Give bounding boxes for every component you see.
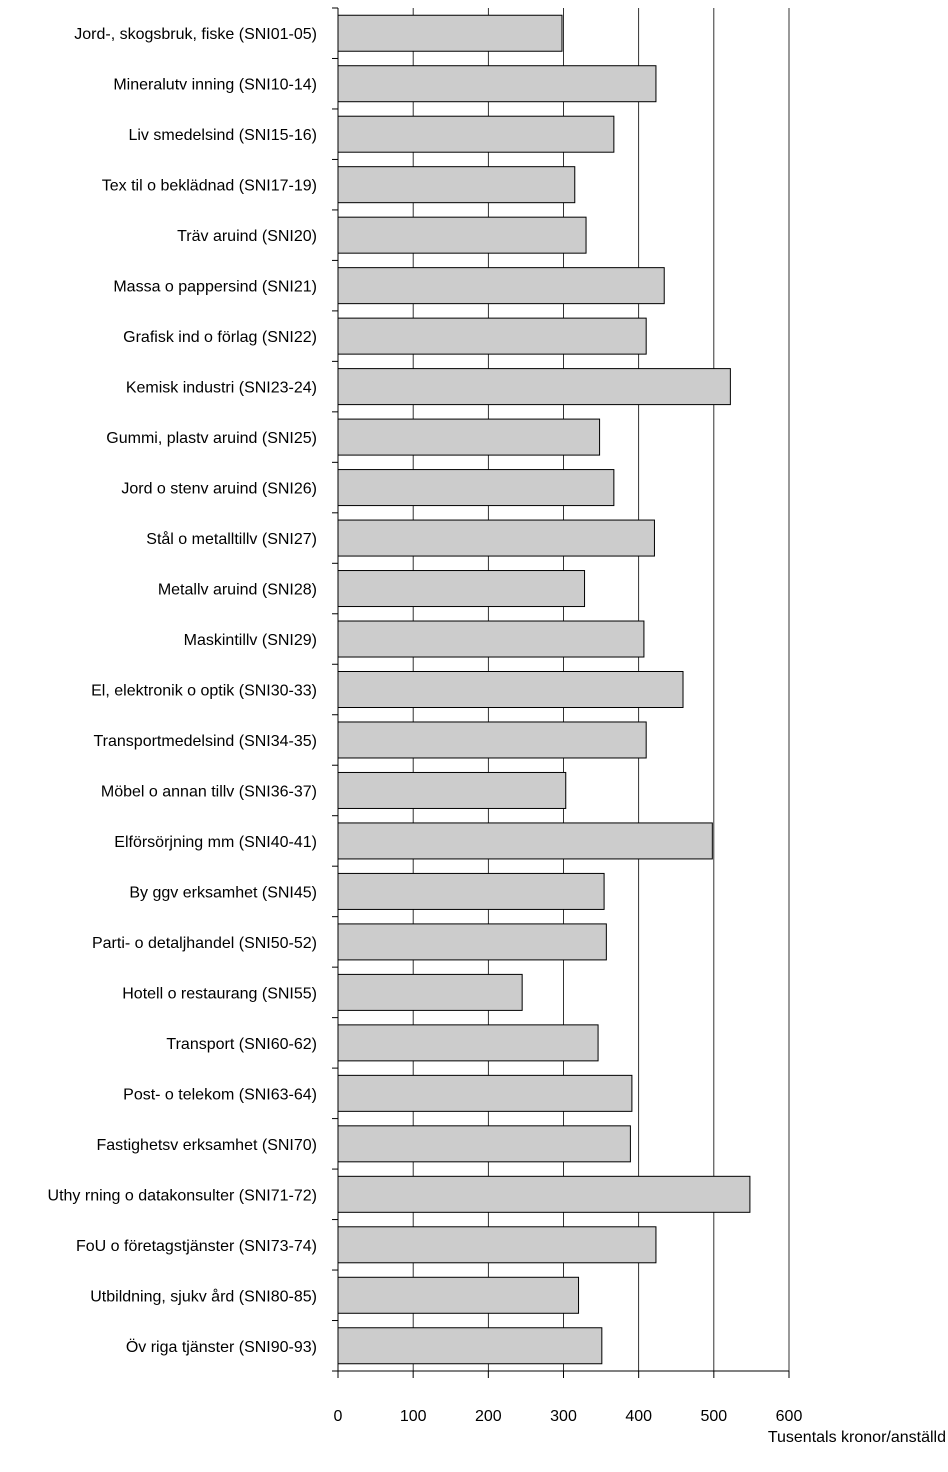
bar: [337, 1024, 599, 1062]
x-tick-label: 0: [334, 1408, 343, 1425]
category-label: Massa o pappersind (SNI21): [113, 279, 317, 296]
bar: [337, 368, 731, 406]
category-label: Uthy rning o datakonsulter (SNI71-72): [48, 1187, 317, 1204]
x-tick-label: 300: [550, 1408, 577, 1425]
category-label: Post- o telekom (SNI63-64): [123, 1086, 317, 1103]
bar: [337, 923, 607, 961]
category-label: Transportmedelsind (SNI34-35): [94, 733, 318, 750]
category-label: Jord o stenv aruind (SNI26): [121, 481, 317, 498]
category-label: Metallv aruind (SNI28): [158, 582, 317, 599]
category-label: Transport (SNI60-62): [166, 1036, 317, 1053]
bar: [337, 14, 563, 52]
bar: [337, 822, 713, 860]
bar: [337, 1226, 657, 1264]
bar: [337, 418, 601, 456]
x-tick-label: 500: [700, 1408, 727, 1425]
bar: [337, 65, 657, 103]
bar: [337, 671, 684, 708]
bar: [337, 1175, 751, 1213]
x-axis-title: Tusentals kronor/anställd: [768, 1429, 946, 1446]
category-label: Öv riga tjänster (SNI90-93): [126, 1338, 317, 1356]
category-label: Parti- o detaljhandel (SNI50-52): [92, 935, 317, 952]
category-label: Träv aruind (SNI20): [177, 228, 317, 245]
x-tick-label: 400: [625, 1408, 652, 1425]
category-label: By ggv erksamhet (SNI45): [129, 884, 317, 901]
bar: [337, 519, 655, 557]
category-label: Möbel o annan tillv (SNI36-37): [101, 783, 317, 800]
x-tick-labels: 0 100 200 300 400 500 600: [334, 1408, 803, 1425]
bar: [337, 570, 586, 608]
category-label: Maskintillv (SNI29): [184, 632, 317, 649]
category-label: Elförsörjning mm (SNI40-41): [114, 834, 317, 851]
category-label: Grafisk ind o förlag (SNI22): [123, 329, 317, 346]
bar: [337, 721, 647, 759]
category-label: Hotell o restaurang (SNI55): [122, 985, 317, 1002]
category-label: Liv smedelsind (SNI15-16): [128, 127, 317, 144]
x-tick-label: 600: [776, 1408, 803, 1425]
category-label: Tex til o beklädnad (SNI17-19): [102, 178, 317, 195]
bar: [337, 1276, 580, 1314]
category-label: Mineralutv inning (SNI10-14): [113, 77, 317, 94]
category-label: El, elektronik o optik (SNI30-33): [91, 683, 317, 700]
bar: [337, 973, 523, 1011]
axes: [332, 7, 790, 1378]
bar: [337, 771, 567, 809]
bar: [337, 115, 615, 153]
bar: [337, 216, 587, 254]
bar: [337, 620, 645, 658]
bar: [337, 1074, 633, 1112]
x-tick-label: 200: [475, 1408, 502, 1425]
x-tick-label: 100: [400, 1408, 427, 1425]
bars: [337, 14, 751, 1365]
bar: [337, 166, 576, 204]
bar: [337, 1125, 631, 1163]
category-label: Stål o metalltillv (SNI27): [146, 530, 317, 548]
category-label: Fastighetsv erksamhet (SNI70): [96, 1137, 317, 1154]
category-label: FoU o företagstjänster (SNI73-74): [76, 1238, 317, 1255]
category-label: Kemisk industri (SNI23-24): [126, 380, 317, 397]
bar: [337, 267, 665, 305]
bar: [337, 317, 647, 355]
bar: [337, 872, 605, 910]
category-label: Gummi, plastv aruind (SNI25): [106, 430, 317, 447]
category-label: Utbildning, sjukv ård (SNI80-85): [90, 1287, 317, 1305]
category-labels: Jord-, skogsbruk, fiske (SNI01-05) Minera…: [48, 26, 317, 1356]
bar: [337, 1327, 603, 1365]
category-label: Jord-, skogsbruk, fiske (SNI01-05): [74, 26, 317, 43]
bar: [337, 469, 615, 507]
